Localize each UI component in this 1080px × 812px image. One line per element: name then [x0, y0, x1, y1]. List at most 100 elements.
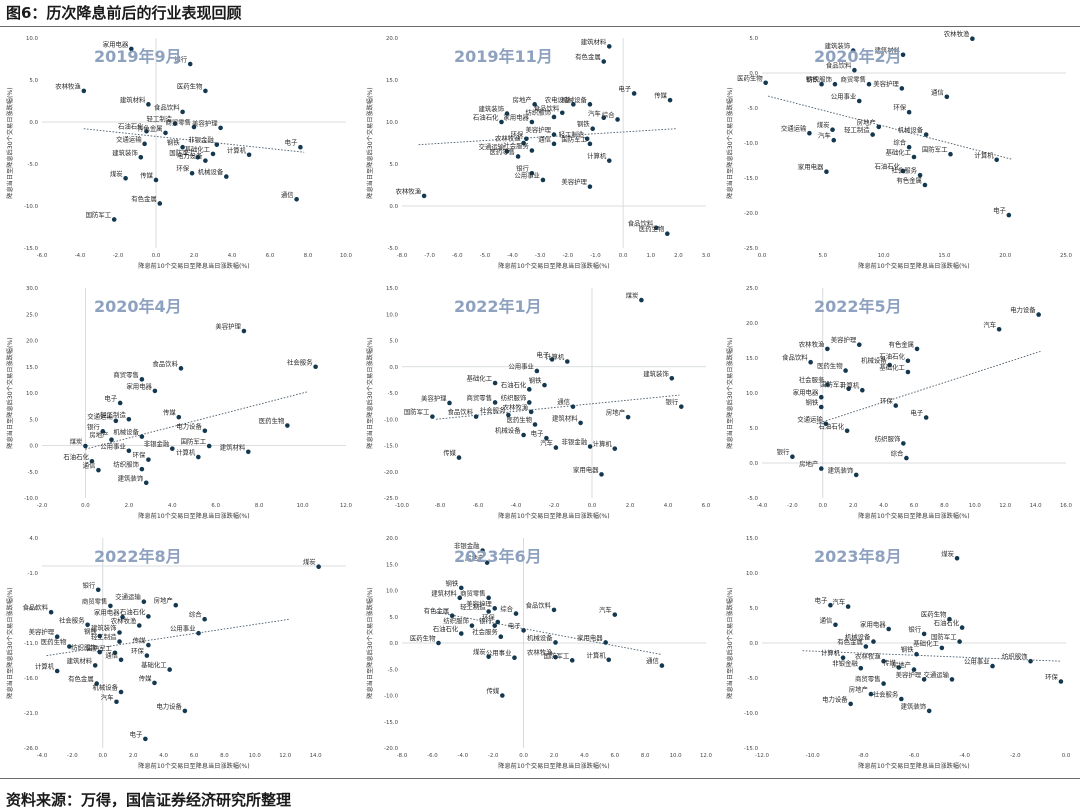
point-label: 机械设备 — [92, 683, 118, 692]
y-tick-label: 5.0 — [389, 615, 398, 621]
y-tick-label: -5.0 — [747, 496, 758, 502]
point-label: 机械设备 — [527, 633, 553, 642]
x-tick-label: -2.0 — [113, 253, 124, 259]
point-marker — [210, 151, 216, 157]
point-marker — [871, 639, 876, 644]
y-tick-label: -15.0 — [384, 720, 399, 726]
data-point: 银行 — [516, 164, 535, 176]
point-marker — [153, 177, 159, 183]
data-point: 煤炭 — [941, 549, 960, 561]
scatter-plot-4: -2.0 0.0 2.0 4.0 6.0 8.0 10.0 12.0 -10.0 -5.0 0.0 5… — [6, 286, 353, 520]
data-point: 家用电器 — [103, 39, 134, 52]
x-tick-label: -2.0 — [488, 753, 499, 759]
point-label: 家用电器 — [860, 620, 886, 629]
point-marker — [959, 625, 965, 630]
x-axis-label: 降息前10个交易日至降息当日涨跌幅(%) — [858, 762, 969, 770]
x-tick-label: 4.0 — [879, 503, 888, 509]
x-tick-label: 0.0 — [81, 503, 90, 509]
point-marker — [521, 432, 526, 438]
point-marker — [939, 645, 945, 651]
point-marker — [152, 680, 157, 686]
point-label: 社会服务 — [480, 406, 506, 415]
point-marker — [606, 657, 612, 663]
point-marker — [313, 364, 318, 370]
y-tick-label: -5.0 — [387, 391, 398, 397]
point-marker — [139, 377, 145, 382]
y-tick-label: -15.0 — [744, 746, 759, 752]
data-point: 计算机 — [593, 439, 618, 451]
data-point: 社会服务 — [59, 615, 90, 628]
point-label: 传媒 — [883, 658, 896, 667]
point-marker — [111, 217, 117, 222]
data-point: 石油石化 — [118, 122, 149, 134]
point-label: 纺织服饰 — [113, 460, 139, 469]
data-point: 机械设备 — [495, 426, 526, 438]
data-point: 通信 — [820, 615, 838, 628]
x-tick-label: 25.0 — [1060, 253, 1073, 259]
x-tick-label: 15.0 — [938, 253, 951, 259]
point-marker — [138, 154, 144, 160]
data-point: 轻工制造 — [146, 114, 178, 126]
data-point: 美容护理 — [831, 335, 862, 347]
point-label: 社会服务 — [472, 627, 498, 636]
point-label: 纺织服饰 — [71, 643, 97, 652]
y-tick-label: -10.0 — [744, 141, 759, 147]
x-axis-label: 降息前10个交易日至降息当日涨跌幅(%) — [138, 762, 249, 770]
x-tick-label: -8.0 — [397, 753, 408, 759]
point-marker — [285, 423, 290, 428]
point-marker — [551, 132, 557, 137]
x-tick-label: -6.0 — [427, 753, 438, 759]
point-marker — [599, 472, 604, 477]
point-marker — [921, 631, 927, 637]
point-label: 通信 — [931, 87, 944, 96]
data-point: 汽车 — [101, 692, 119, 705]
data-point: 医药生物 — [921, 610, 952, 622]
data-point: 社会服务 — [873, 690, 904, 702]
point-label: 传媒 — [133, 636, 146, 645]
scatter-plot-1: -6.0 -4.0 -2.0 0.0 2.0 4.0 6.0 8.0 10.0 -15.0 -10.… — [6, 36, 353, 270]
x-tick-label: 4.0 — [664, 503, 673, 509]
x-tick-label: 0.0 — [619, 253, 628, 259]
point-label: 建筑装饰 — [901, 701, 927, 710]
point-label: 房地产 — [465, 553, 484, 562]
point-marker — [178, 366, 184, 371]
panel-title: 2020年4月 — [94, 297, 182, 316]
scatter-plot-2: -8.0 -7.0 -6.0 -5.0 -4.0 -3.0 -2.0 -1.0 0.0 1.0 2.… — [366, 36, 711, 270]
data-point: 食品饮料 — [525, 600, 557, 613]
point-marker — [860, 387, 865, 393]
point-label: 通信 — [820, 615, 833, 624]
point-label: 钢铁 — [529, 376, 542, 385]
data-point: 纺织服饰 — [525, 107, 557, 120]
point-marker — [911, 154, 917, 160]
data-point: 通信 — [646, 656, 665, 668]
data-point: 建筑装饰 — [825, 41, 856, 53]
x-tick-label: -4.0 — [507, 253, 518, 259]
point-label: 建筑装饰 — [825, 41, 851, 50]
data-point: 医药生物 — [410, 634, 441, 646]
point-marker — [905, 358, 911, 364]
point-label: 农林牧渔 — [527, 648, 553, 657]
x-tick-label: -2.0 — [67, 753, 78, 759]
point-marker — [143, 480, 149, 486]
point-label: 计算机 — [587, 650, 607, 659]
y-tick-label: -5.0 — [747, 676, 758, 682]
point-marker — [845, 604, 851, 609]
point-marker — [852, 67, 857, 73]
panel-title: 2019年9月 — [94, 47, 182, 66]
x-axis-label: 降息前10个交易日至降息当日涨跌幅(%) — [138, 262, 249, 270]
point-marker — [571, 102, 576, 107]
point-label: 房地产 — [89, 430, 108, 439]
point-marker — [881, 658, 886, 664]
point-label: 纺织服饰 — [1002, 652, 1028, 661]
point-marker — [81, 88, 87, 94]
point-label: 建筑材料 — [67, 656, 93, 665]
data-point: 社会服务 — [892, 166, 923, 178]
data-point: 房地产 — [512, 95, 537, 107]
point-label: 商贸零售 — [467, 393, 493, 402]
point-label: 交通运输 — [781, 124, 807, 133]
point-marker — [996, 327, 1002, 332]
data-point: 家用电器 — [94, 608, 125, 620]
x-tick-label: 8.0 — [940, 503, 949, 509]
point-label: 煤炭 — [70, 437, 83, 446]
point-label: 传媒 — [487, 686, 500, 695]
